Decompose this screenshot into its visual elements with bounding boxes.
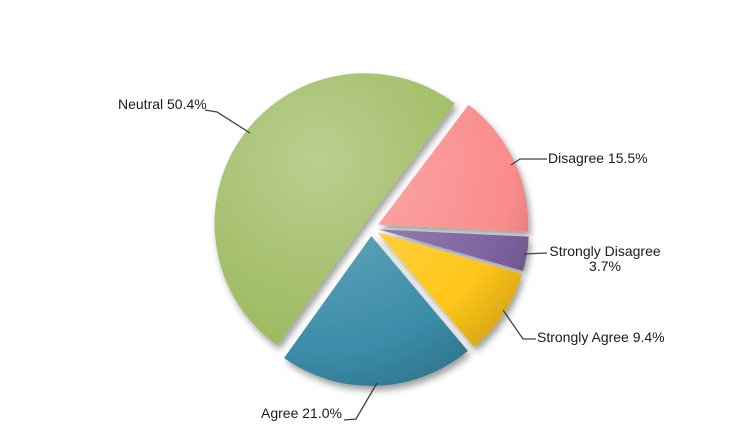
pie-slice-disagree[interactable] xyxy=(378,104,529,232)
slice-label-strongly-disagree: Strongly Disagree 3.7% xyxy=(549,243,661,274)
slice-label-agree: Agree 21.0% xyxy=(261,405,342,421)
leader-line-strongly-agree xyxy=(502,309,536,340)
leader-line-agree xyxy=(343,382,378,421)
slice-label-neutral: Neutral 50.4% xyxy=(118,96,207,112)
leader-line-neutral xyxy=(204,109,251,134)
pie-slice-agree[interactable] xyxy=(284,235,468,386)
pie-slice-strongly-disagree[interactable] xyxy=(378,229,529,271)
slice-label-disagree: Disagree 15.5% xyxy=(548,150,648,166)
pie-slice-neutral[interactable] xyxy=(214,73,455,346)
leader-line-strongly-disagree xyxy=(523,252,548,255)
pie-slice-strongly-agree[interactable] xyxy=(377,232,522,348)
slice-label-strongly-agree: Strongly Agree 9.4% xyxy=(537,329,665,345)
leader-line-disagree xyxy=(510,158,547,166)
